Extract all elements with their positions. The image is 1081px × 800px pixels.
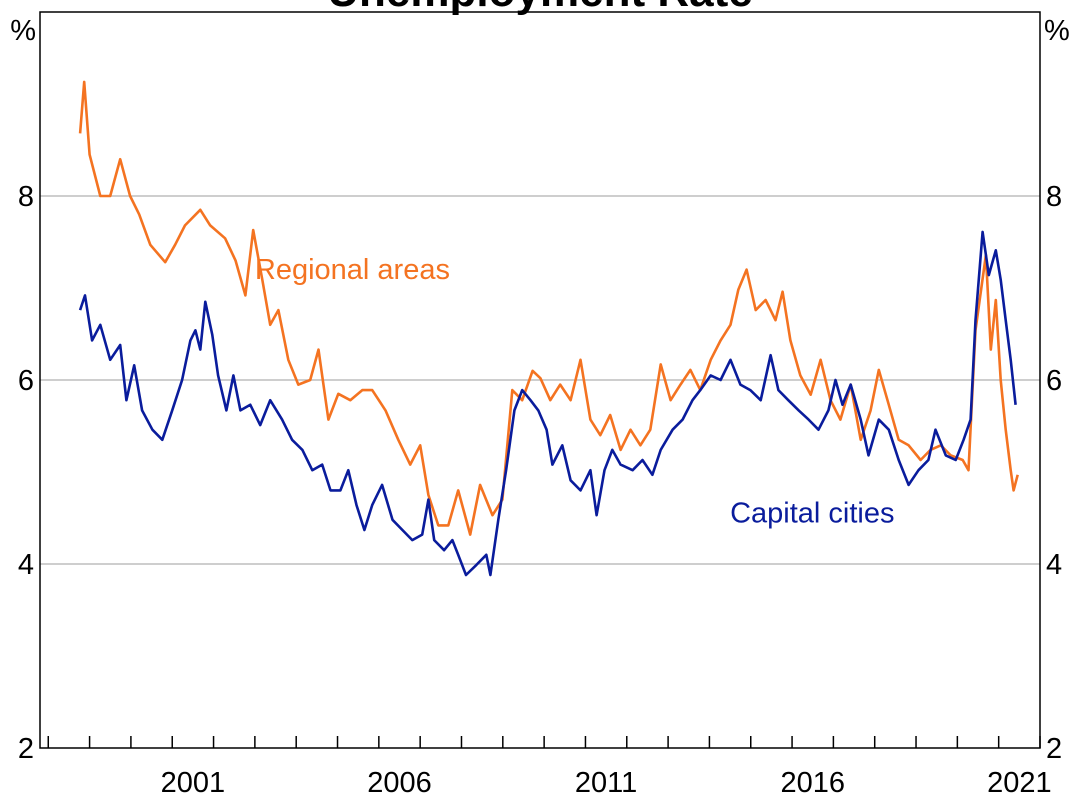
series-label: Capital cities	[730, 498, 894, 530]
y-tick-label: 4	[18, 549, 34, 581]
y2-tick-label: 2	[1046, 733, 1062, 765]
series-line	[78, 230, 1017, 577]
x-tick-label: 2006	[367, 767, 432, 799]
y-unit: %	[10, 15, 36, 47]
x-tick-label: 2016	[780, 767, 845, 799]
series-label: Regional areas	[255, 254, 450, 286]
plot-frame	[39, 11, 1041, 749]
y2-tick-label: 4	[1046, 549, 1062, 581]
y-tick-label: 6	[18, 365, 34, 397]
series-line	[78, 80, 1019, 536]
chart-title: Unemployment Rate	[327, 0, 752, 16]
x-tick-label: 2011	[575, 767, 637, 799]
x-tick-label: 2001	[161, 767, 226, 799]
y2-tick-label: 6	[1046, 365, 1062, 397]
y2-unit: %	[1044, 15, 1070, 47]
x-tick-label: 2021	[987, 767, 1052, 799]
y2-tick-label: 8	[1046, 181, 1062, 213]
y-tick-label: 8	[18, 181, 34, 213]
y-tick-label: 2	[18, 733, 34, 765]
